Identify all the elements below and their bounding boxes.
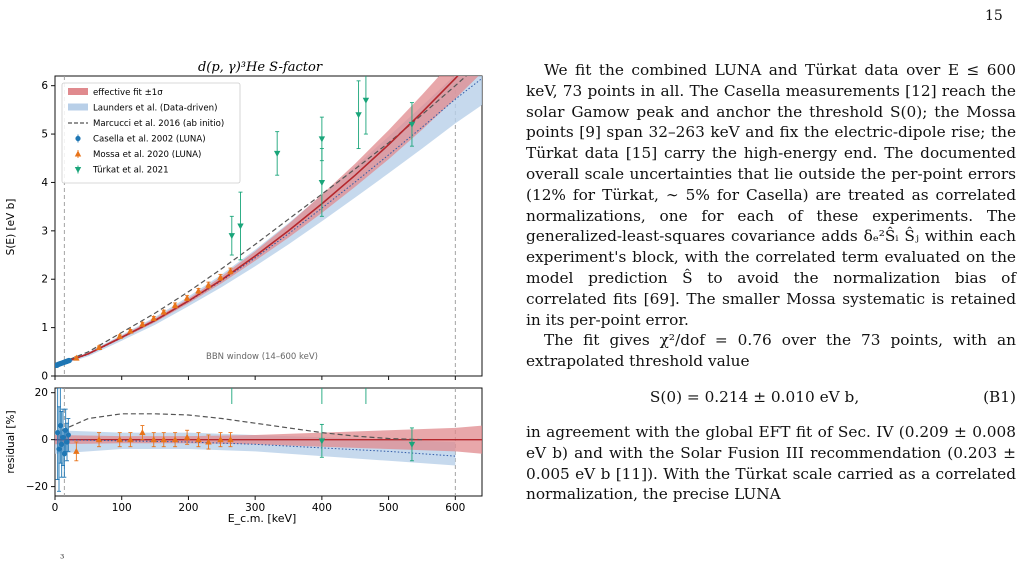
y-tick-label: 1 (41, 322, 48, 334)
residual-point (183, 433, 191, 440)
residual-point (160, 436, 167, 443)
residual-point (64, 439, 70, 445)
data-point (205, 281, 212, 288)
residual-point (65, 432, 71, 438)
figure: d(p, γ)³He S-factor effective fit ±1σ Lau… (0, 52, 490, 532)
legend: effective fit ±1σ Launders et al. (Data-d… (61, 82, 241, 184)
data-point (95, 343, 103, 350)
residual-point (73, 447, 80, 454)
residual-point (227, 436, 234, 443)
data-point (318, 136, 326, 143)
marcucci-line (55, 76, 467, 366)
residual-point (116, 436, 123, 443)
x-tick-label: 500 (379, 502, 399, 514)
x-tick-label: 600 (445, 502, 465, 514)
page-number: 15 (985, 8, 1003, 24)
legend-label: Casella et al. 2002 (LUNA) (93, 135, 206, 145)
residual-point (318, 438, 326, 445)
y-tick-label: 4 (41, 177, 48, 189)
data-point (183, 294, 191, 301)
residual-point (150, 436, 157, 443)
data-point (66, 357, 72, 364)
data-point (318, 179, 326, 186)
residual-point (195, 436, 202, 443)
figure-caption-fragment: ³ (60, 552, 65, 565)
residual-point (60, 434, 66, 440)
data-point (362, 97, 370, 104)
fit-band (55, 76, 479, 367)
x-tick-label: 0 (52, 502, 59, 514)
y-tick-label: −20 (26, 481, 48, 493)
data-point (127, 327, 134, 334)
top-panel-frame (54, 75, 483, 377)
residual-point (171, 436, 179, 443)
data-point (73, 354, 80, 361)
figure-title: d(p, γ)³He S-factor (198, 60, 323, 75)
legend-swatch (68, 103, 88, 111)
launders-line (55, 78, 482, 367)
legend-label: Marcucci et al. 2016 (ab initio) (93, 119, 224, 129)
residual-point (217, 436, 224, 443)
data-point (228, 233, 236, 240)
data-point (150, 314, 157, 321)
data-point (227, 267, 234, 274)
residual-point (59, 441, 65, 447)
legend-label: effective fit ±1σ (93, 88, 163, 98)
data-point (171, 301, 179, 308)
text-column: We fit the combined LUNA and Türkat data… (526, 60, 1016, 505)
residual-point (95, 436, 103, 443)
paragraph-2: The fit gives χ²/dof = 0.76 over the 73 … (526, 331, 1016, 371)
data-point (160, 308, 167, 315)
equation-row: S(0) = 0.214 ± 0.010 eV b, (B1) (526, 386, 1016, 408)
legend-marker (74, 167, 82, 173)
data-point (217, 273, 224, 280)
y-tick-label: 0 (41, 371, 48, 383)
legend-marker (75, 135, 81, 142)
y-tick-label: 6 (41, 80, 48, 92)
legend-label: Mossa et al. 2020 (LUNA) (93, 150, 201, 160)
residual-point (56, 446, 62, 452)
y-tick-label: 0 (41, 434, 48, 446)
data-point (237, 223, 244, 230)
x-tick-label: 100 (112, 502, 132, 514)
residual-point (55, 430, 61, 436)
x-axis-label: E_c.m. [keV] (228, 512, 297, 525)
data-point (355, 112, 362, 119)
y-axis-label-bottom: residual [%] (5, 410, 17, 473)
x-tick-label: 200 (178, 502, 198, 514)
legend-label: Launders et al. (Data-driven) (93, 104, 217, 114)
x-tick-label: 400 (312, 502, 332, 514)
paragraph-1: We fit the combined LUNA and Türkat data… (526, 61, 1016, 329)
data-point (116, 332, 123, 339)
y-tick-label: 2 (41, 274, 48, 286)
legend-label: Türkat et al. 2021 (92, 166, 169, 176)
data-point (408, 121, 416, 128)
legend-marker (74, 150, 82, 157)
residual-point (61, 451, 67, 457)
equation-number: (B1) (983, 387, 1016, 406)
residual-marcucci-line (61, 413, 423, 441)
paragraph-3: in agreement with the global EFT fit of … (526, 422, 1016, 504)
legend-swatch (68, 88, 88, 95)
data-point (139, 320, 146, 327)
residual-point (205, 438, 212, 445)
y-tick-label: 5 (41, 129, 48, 141)
equation: S(0) = 0.214 ± 0.010 eV b, (649, 387, 860, 406)
bbn-window-annotation: BBN window (14–600 keV) (206, 352, 318, 362)
s-factor-figure: d(p, γ)³He S-factor effective fit ±1σ Lau… (5, 60, 483, 525)
x-tick-label: 300 (245, 502, 265, 514)
residual-point (57, 422, 63, 429)
y-axis-label-top: S(E) [eV b] (5, 199, 17, 256)
residual-point (63, 427, 69, 433)
y-tick-label: 20 (35, 387, 48, 399)
residual-point (139, 429, 146, 436)
fit-line (55, 76, 459, 367)
top-panel (55, 76, 482, 376)
residual-point (127, 436, 134, 443)
residual-point (408, 441, 416, 448)
data-point (195, 287, 202, 294)
data-point (273, 150, 281, 157)
bottom-panel (55, 388, 482, 496)
y-tick-label: 3 (41, 225, 48, 237)
